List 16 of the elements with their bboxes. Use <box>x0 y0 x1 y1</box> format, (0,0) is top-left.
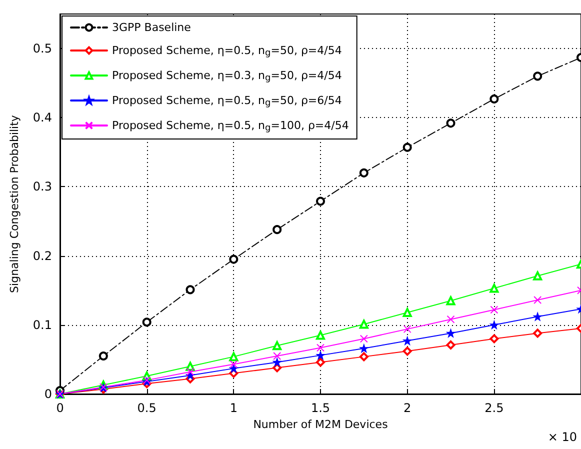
y-tick-label: 0 <box>44 387 52 401</box>
x-tick-label: 0.5 <box>137 401 156 415</box>
y-tick-label: 0.3 <box>32 180 52 194</box>
x-tick-label: 2 <box>404 401 412 415</box>
x-tick-label: 2.5 <box>484 401 504 415</box>
text: × 10 <box>548 430 577 444</box>
y-tick-label: 0.1 <box>32 318 52 332</box>
y-tick-label: 0.5 <box>32 42 52 56</box>
y-tick-label: 0.4 <box>32 110 52 125</box>
x-tick-label: 0 <box>56 401 64 415</box>
y-axis-title: Signaling Congestion Probability <box>8 114 21 293</box>
x-tick-label: 1 <box>230 401 238 415</box>
legend-label: 3GPP Baseline <box>112 21 192 34</box>
x-tick-label: 1.5 <box>310 401 330 415</box>
y-tick-label: 0.2 <box>32 248 52 263</box>
x-axis-title: Number of M2M Devices <box>253 418 388 431</box>
